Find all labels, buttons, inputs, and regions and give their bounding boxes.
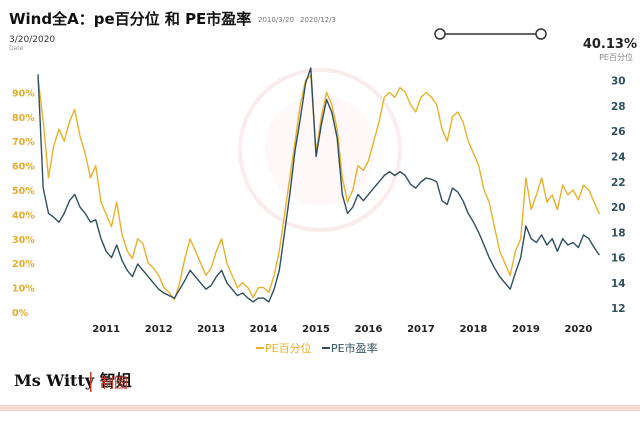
x-tick-label: 2011: [92, 324, 120, 335]
y-left-tick-label: 0%: [12, 308, 29, 319]
x-tick-label: 2013: [197, 324, 225, 335]
legend-label-percentile: PE百分位: [265, 341, 312, 355]
y-right-tick-label: 20: [611, 202, 626, 214]
y-right-tick-label: 18: [611, 227, 626, 239]
y-right-tick-label: 14: [611, 278, 626, 290]
legend-label-pe: PE市盈率: [331, 341, 378, 355]
y-right-tick-label: 16: [611, 253, 626, 265]
range-start-label: 2010/3/20: [258, 16, 294, 24]
x-tick-label: 2014: [250, 324, 278, 335]
range-slider-start-handle[interactable]: [434, 28, 446, 40]
series-group: [37, 67, 601, 303]
x-tick-label: 2020: [564, 324, 592, 335]
footer: Ms Witty 智姐 制图: [0, 371, 640, 411]
x-tick-label: 2012: [145, 324, 173, 335]
y-left-tick-label: 40%: [12, 210, 35, 221]
y-right-tick-label: 30: [611, 76, 626, 88]
y-right-tick-label: 28: [611, 101, 626, 113]
y-right-tick-label: 12: [611, 303, 626, 315]
y-right-tick-label: 22: [611, 177, 626, 189]
x-tick-label: 2018: [460, 324, 488, 335]
range-slider-end-handle[interactable]: [535, 28, 547, 40]
y-right-tick-label: 24: [611, 151, 626, 163]
legend: PE百分位 PE市盈率: [256, 341, 378, 355]
footer-bar: [0, 405, 640, 411]
readout-label: PE百分位: [599, 52, 633, 62]
x-tick-label: 2016: [355, 324, 383, 335]
y-left-tick-label: 90%: [12, 88, 35, 99]
range-slider[interactable]: [434, 28, 547, 40]
chart-title: Wind全A：pe百分位 和 PE市盈率: [9, 10, 251, 28]
y-left-tick-label: 20%: [12, 259, 35, 270]
x-axis: 2011 2012 2013 2014 2015 2016 2017 2018 2019 2020: [92, 324, 592, 335]
footer-divider: [90, 372, 92, 392]
y-left-tick-label: 70%: [12, 137, 35, 148]
pe-line: [37, 67, 600, 303]
y-left-tick-label: 10%: [12, 284, 35, 295]
y-left-tick-label: 50%: [12, 186, 35, 197]
y-left-tick-label: 80%: [12, 113, 35, 124]
x-tick-label: 2017: [407, 324, 435, 335]
footer-made-by: 制图: [100, 376, 128, 392]
y-axis-left: 0% 10% 20% 30% 40% 50% 60% 70% 80% 90%: [12, 88, 35, 319]
footer-brand-logo: Ms Witty 智姐: [14, 371, 132, 390]
y-right-tick-label: 26: [611, 126, 626, 138]
readout-value: 40.13%: [583, 37, 637, 52]
y-axis-right: 12 14 16 18 20 22 24 26 28 30: [611, 76, 626, 316]
y-left-tick-label: 60%: [12, 162, 35, 173]
cursor-date-label: Date: [9, 45, 24, 52]
y-left-tick-label: 30%: [12, 235, 35, 246]
percentile-line: [37, 74, 601, 301]
watermark-logo: [238, 68, 402, 232]
range-end-label: 2020/12/3: [300, 16, 336, 24]
cursor-date: 3/20/2020: [9, 35, 55, 45]
x-tick-label: 2015: [302, 324, 330, 335]
x-tick-label: 2019: [512, 324, 540, 335]
